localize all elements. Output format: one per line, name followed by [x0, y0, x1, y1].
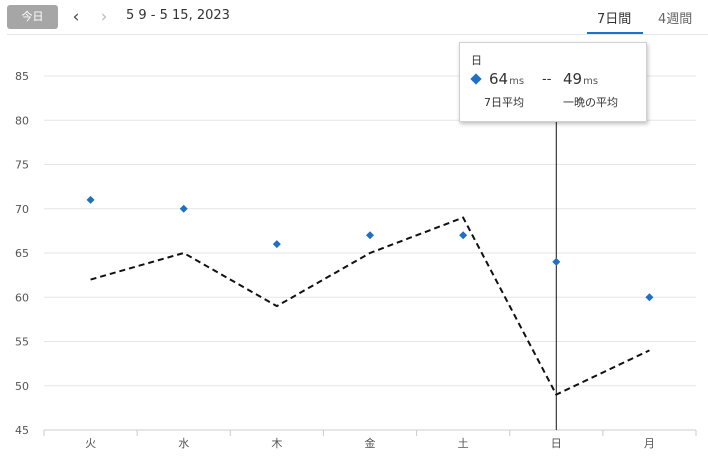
series-weekly-point [86, 195, 95, 204]
y-tick-label: 70 [15, 203, 29, 216]
x-tick-label: 水 [178, 437, 189, 450]
x-tick-label: 月 [644, 437, 655, 450]
tooltip-title: 日 [471, 54, 482, 67]
chevron-right-icon[interactable]: › [100, 7, 108, 27]
x-tick-label: 木 [271, 437, 282, 450]
tooltip-value-weekly: 64ms [489, 70, 525, 88]
x-tick-label: 金 [365, 436, 376, 450]
chevron-left-icon[interactable]: ‹ [72, 7, 80, 27]
x-tick-label: 火 [85, 437, 96, 450]
tab-7-days[interactable]: 7日間 [597, 12, 632, 27]
date-range-label: 5 9 - 5 15, 2023 [126, 8, 230, 23]
y-tick-label: 75 [15, 159, 29, 172]
series-weekly-point [272, 240, 281, 249]
y-tick-label: 45 [15, 424, 29, 437]
tooltip-unit-nightly: ms [583, 76, 599, 87]
series-nightly-line [90, 216, 650, 396]
series-weekly-point [645, 293, 654, 302]
series-weekly-point [459, 231, 468, 240]
today-button[interactable]: 今日 [7, 5, 58, 29]
series-weekly-point [366, 231, 374, 240]
series-weekly-point [552, 257, 561, 266]
toolbar-divider [7, 34, 708, 35]
y-tick-label: 50 [15, 380, 29, 393]
y-tick-label: 60 [15, 291, 29, 304]
series-weekly-point [179, 204, 188, 213]
y-tick-label: 85 [15, 70, 29, 83]
x-tick-label: 土 [458, 437, 469, 450]
tooltip-label-weekly: 7日平均 [484, 96, 524, 109]
chart-tooltip: 日 64ms -- 49ms 7日平均 一晩の平均 [459, 42, 647, 122]
y-tick-label: 55 [15, 336, 29, 349]
diamond-marker-icon [470, 73, 482, 85]
dashed-line-icon: -- [542, 72, 552, 87]
tab-4-weeks[interactable]: 4週間 [658, 12, 693, 27]
active-tab-indicator [587, 32, 643, 34]
chart-toolbar: 今日 ‹ › 5 9 - 5 15, 2023 7日間 4週間 [0, 0, 708, 36]
x-tick-label: 日 [551, 437, 562, 450]
y-tick-label: 65 [15, 247, 29, 260]
y-tick-label: 80 [15, 114, 29, 127]
tooltip-label-nightly: 一晩の平均 [563, 96, 618, 109]
tooltip-value-nightly: 49ms [563, 70, 599, 88]
tooltip-unit-weekly: ms [509, 76, 525, 87]
